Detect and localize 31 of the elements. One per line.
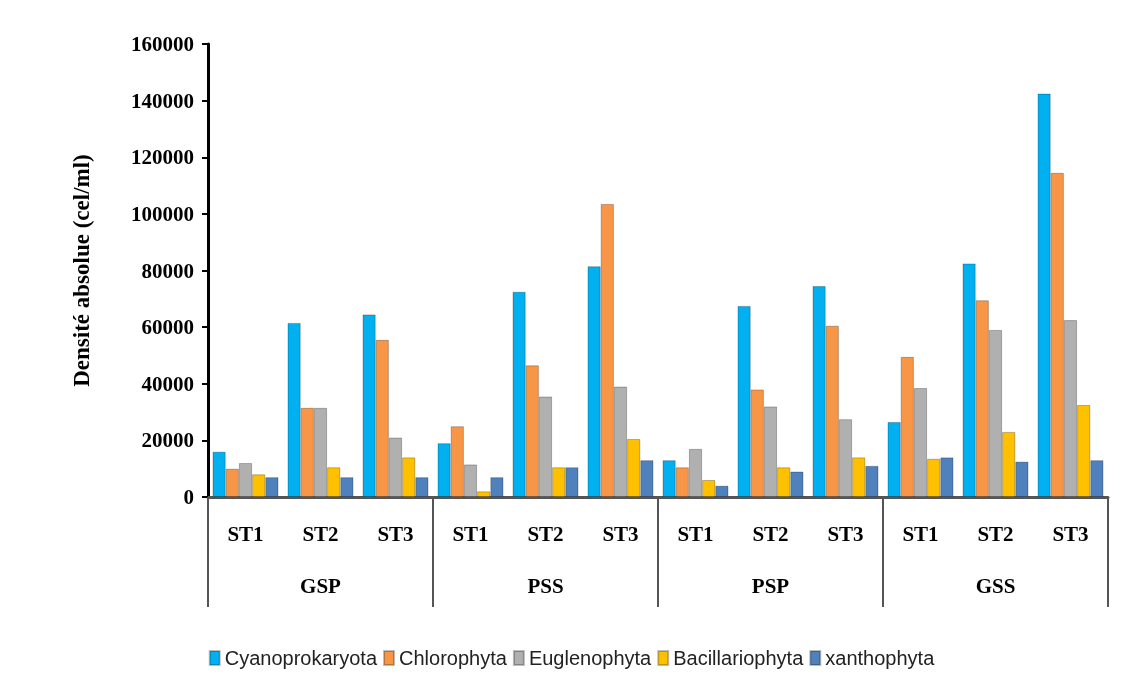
text: GSS [975, 573, 1016, 598]
y-tick-label: 20000 [141, 428, 194, 453]
y-tick-label: 0 [183, 485, 194, 509]
x-tick-label: ST1 [677, 521, 714, 546]
y-tick-label: 80000 [141, 258, 194, 283]
y-tick-label: 100000 [131, 201, 194, 226]
text: GSP [300, 573, 342, 598]
y-tick-label: 40000 [141, 371, 194, 396]
x-tick-label: ST3 [827, 521, 864, 546]
legend-label: xanthophyta [825, 647, 936, 669]
x-tick-label: ST1 [452, 521, 489, 546]
legend-label: Cyanoprokaryota [224, 647, 378, 669]
x-tick-label: ST2 [302, 521, 339, 546]
text: PSP [751, 573, 790, 598]
x-tick-label: ST2 [752, 521, 789, 546]
x-tick-label: ST2 [527, 521, 564, 546]
y-tick-label: 60000 [141, 315, 194, 340]
x-tick-label: ST3 [602, 521, 639, 546]
text: PSS [527, 573, 564, 598]
x-tick-label: ST3 [1052, 521, 1089, 546]
y-tick-label: 160000 [131, 32, 194, 56]
y-tick-label: 120000 [131, 145, 194, 170]
x-tick-label: ST2 [977, 521, 1014, 546]
x-tick-label: ST1 [902, 521, 939, 546]
legend-label: Bacillariophyta [673, 647, 805, 669]
x-tick-label: ST3 [377, 521, 414, 546]
legend-label: Chlorophyta [399, 647, 508, 669]
x-tick-label: ST1 [227, 521, 264, 546]
y-axis-title: Densité absolue (cel/ml) [69, 154, 94, 387]
y-tick-label: 140000 [131, 88, 194, 113]
legend-label: Euglenophyta [528, 647, 653, 669]
